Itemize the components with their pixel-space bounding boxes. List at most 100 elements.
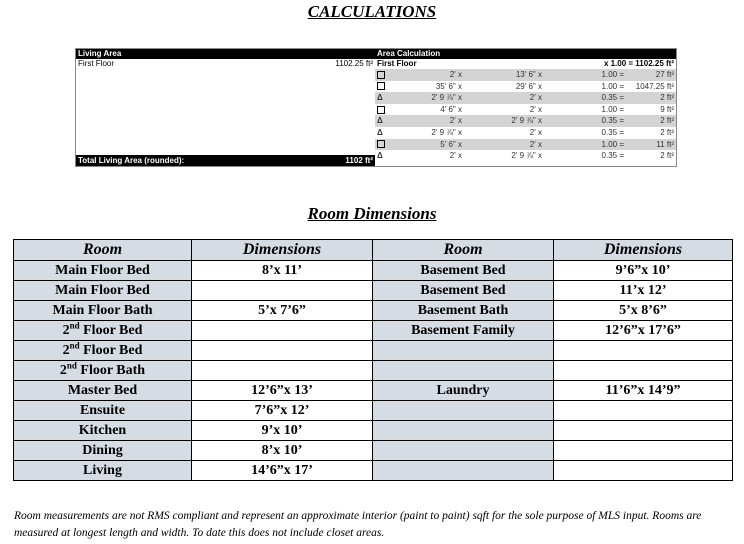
room-label: Dining — [82, 442, 123, 458]
calc-row: 4' 6" x 2' x 1.00 = 9 ft² — [375, 104, 676, 116]
room-name — [372, 440, 554, 461]
calc-cell-f: 1.00 = — [601, 70, 624, 79]
area-calc-header: Area Calculation — [375, 49, 676, 59]
room-label: Floor Bath — [76, 362, 146, 378]
calc-cell-f: 0.35 = — [601, 151, 624, 161]
room-dimensions-table: Room Dimensions Room Dimensions Main Flo… — [13, 239, 733, 481]
room-label: Living — [83, 462, 122, 478]
calc-cell-a: 5' 6" x — [440, 139, 462, 149]
room-name: Basement Bed — [372, 280, 554, 301]
calc-cell-r: 9 ft² — [660, 104, 674, 114]
room-number: 2 — [62, 342, 70, 358]
living-area-header: Living Area — [76, 49, 375, 59]
table-row: Living 14’6”x 17’ — [13, 460, 733, 481]
room-label: Basement Bed — [420, 262, 506, 278]
calc-cell-a: 2' x — [449, 116, 462, 126]
room-dimensions: 11’6”x 14’9” — [553, 380, 733, 401]
room-number: 2 — [59, 362, 67, 378]
room-dimensions — [553, 420, 733, 441]
header-dimensions: Dimensions — [553, 239, 733, 261]
ordinal-suffix: nd — [69, 319, 80, 330]
room-name: Kitchen — [13, 420, 192, 441]
rectangle-icon — [375, 139, 387, 151]
area-calc-panel: Area Calculation First Floor x 1.00 = 110… — [375, 49, 676, 166]
calc-cell-r: 2 ft² — [660, 127, 674, 137]
room-dimensions: 5’x 7’6” — [191, 300, 373, 321]
calc-row: Δ 2' x 2' 9 ⅞" x 0.35 = 2 ft² — [375, 115, 676, 127]
room-label: Main Floor Bath — [52, 302, 153, 318]
header-dimensions: Dimensions — [191, 239, 373, 261]
calc-cell-f: 0.35 = — [601, 93, 624, 103]
room-label: Kitchen — [78, 422, 127, 438]
calculations-title: CALCULATIONS — [307, 2, 437, 21]
room-dimensions: 7’6”x 12’ — [191, 400, 373, 421]
triangle-icon: Δ — [377, 127, 383, 137]
calc-cell-r: 2 ft² — [660, 151, 674, 161]
calc-cell-f: 1.00 = — [601, 139, 624, 149]
floor-area: 1102.25 ft² — [335, 59, 373, 68]
room-name: 2nd Floor Bed — [13, 339, 192, 361]
rectangle-icon — [375, 69, 387, 81]
room-dimensions: 9’x 10’ — [191, 420, 373, 441]
calc-row: 35' 6" x 29' 6" x 1.00 = 1047.25 ft² — [375, 81, 676, 93]
room-dimensions — [191, 360, 373, 381]
calc-cell-b: 2' 9 ⅞" x — [511, 151, 542, 161]
calc-cell-r: 1047.25 ft² — [635, 81, 674, 91]
table-row: Dining 8’x 10’ — [13, 440, 733, 461]
calc-cell-b: 2' x — [529, 104, 542, 114]
calc-cell-a: 4' 6" x — [440, 104, 462, 114]
room-name: 2nd Floor Bath — [13, 360, 192, 381]
room-name: Basement Bath — [372, 300, 554, 321]
calc-cell-r: 27 ft² — [655, 70, 674, 79]
calc-floor-label: First Floor — [377, 59, 417, 68]
room-label: Basement Bed — [420, 282, 506, 298]
room-name — [372, 460, 554, 481]
calc-cell-f: 0.35 = — [601, 127, 624, 137]
room-number: 2 — [62, 322, 70, 338]
table-row: Main Floor Bed 8’x 11’ Basement Bed 9’6”x 1… — [13, 260, 733, 281]
table-row: Ensuite 7’6”x 12’ — [13, 400, 733, 421]
room-label: Floor Bed — [79, 322, 143, 338]
rectangle-icon — [375, 81, 387, 93]
room-name: Main Floor Bed — [13, 260, 192, 281]
room-label: Master Bed — [67, 382, 138, 398]
table-row: Master Bed 12’6”x 13’ Laundry 11’6”x 14’9” — [13, 380, 733, 401]
table-row: 2nd Floor Bed — [13, 339, 733, 361]
room-dimensions — [553, 460, 733, 481]
calc-cell-b: 13' 6" x — [515, 70, 542, 79]
room-name: Living — [13, 460, 192, 481]
room-name — [372, 420, 554, 441]
room-name: Dining — [13, 440, 192, 461]
calc-cell-b: 2' 9 ⅞" x — [511, 116, 542, 126]
table-row: 2nd Floor Bed Basement Family 12’6”x 17’6” — [13, 319, 733, 341]
calc-cell-b: 2' x — [529, 139, 542, 149]
room-name: Main Floor Bath — [13, 300, 192, 321]
room-label: Basement Bath — [417, 302, 509, 318]
calc-cell-b: 29' 6" x — [515, 81, 542, 91]
room-label: Laundry — [436, 382, 490, 398]
table-row: Main Floor Bed Basement Bed 11’x 12’ — [13, 280, 733, 301]
room-dimensions — [553, 340, 733, 361]
room-label: Basement Family — [411, 322, 515, 338]
room-name — [372, 360, 554, 381]
table-row: Main Floor Bath 5’x 7’6” Basement Bath 5’x … — [13, 300, 733, 321]
table-row: Kitchen 9’x 10’ — [13, 420, 733, 441]
calc-cell-a: 35' 6" x — [435, 81, 462, 91]
header-room: Room — [372, 239, 554, 261]
calc-cell-f: 0.35 = — [601, 116, 624, 126]
calc-cell-a: 2' 9 ⅞" x — [431, 93, 462, 103]
room-name — [372, 340, 554, 361]
triangle-icon: Δ — [377, 151, 383, 161]
room-dimensions — [191, 280, 373, 301]
room-name: Master Bed — [13, 380, 192, 401]
room-label: Ensuite — [79, 402, 126, 418]
room-name: Ensuite — [13, 400, 192, 421]
triangle-icon: Δ — [377, 116, 383, 126]
room-name: 2nd Floor Bed — [13, 319, 192, 341]
room-name: Laundry — [372, 380, 554, 401]
calc-cell-f: 1.00 = — [601, 104, 624, 114]
room-name: Basement Family — [372, 320, 554, 341]
calc-cell-a: 2' x — [449, 70, 462, 79]
ordinal-suffix: nd — [69, 339, 80, 350]
room-dimensions: 11’x 12’ — [553, 280, 733, 301]
